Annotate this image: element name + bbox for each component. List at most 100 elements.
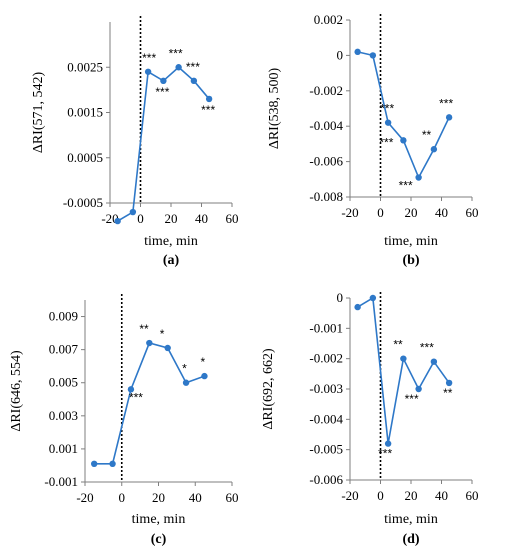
data-point (415, 385, 422, 393)
x-tick-label: -20 (341, 205, 358, 220)
y-tick-label: -0.003 (309, 381, 343, 396)
data-point (384, 119, 392, 126)
y-axis-label: ΔRI(646, 554) (9, 350, 24, 432)
data-point (144, 68, 152, 75)
y-tick-label: 0.0005 (67, 150, 103, 165)
y-tick-label: 0.007 (49, 342, 79, 357)
data-point (400, 137, 407, 144)
y-tick-label: -0.001 (309, 320, 343, 335)
significance-label: * (200, 355, 205, 369)
x-tick-label: -20 (76, 490, 93, 505)
series-line (94, 342, 205, 465)
x-axis-label: time, min (144, 234, 198, 249)
data-point (430, 358, 438, 365)
panel-caption: (c) (151, 532, 167, 547)
data-point (354, 48, 361, 56)
data-point (109, 460, 116, 467)
y-tick-label: 0 (337, 290, 344, 305)
y-tick-label: 0.0025 (67, 59, 103, 74)
significance-label: *** (399, 179, 413, 193)
y-tick-label: -0.001 (44, 474, 78, 489)
x-tick-label: 20 (152, 490, 165, 505)
y-tick-label: 0.001 (49, 441, 78, 456)
x-tick-label: 40 (189, 490, 202, 505)
data-point (445, 114, 453, 121)
data-point (354, 303, 361, 311)
significance-label: *** (420, 341, 434, 355)
x-tick-label: 60 (466, 488, 479, 503)
significance-label: *** (379, 135, 393, 149)
significance-label: *** (186, 60, 200, 74)
data-point (182, 379, 190, 386)
data-point (160, 77, 167, 85)
data-point (369, 52, 377, 59)
x-tick-label: -20 (341, 488, 358, 503)
x-tick-label: 20 (405, 488, 418, 503)
significance-label: *** (129, 390, 143, 404)
y-axis-label: ΔRI(538, 500) (267, 67, 282, 149)
x-tick-label: 40 (435, 488, 448, 503)
y-tick-label: 0.003 (49, 408, 78, 423)
y-tick-label: -0.004 (309, 411, 343, 426)
x-tick-label: 40 (195, 211, 208, 226)
data-point (164, 344, 171, 352)
data-point (201, 372, 208, 380)
x-tick-label: 60 (226, 211, 239, 226)
data-point (445, 379, 453, 387)
y-tick-label: -0.0005 (63, 195, 103, 210)
data-point (146, 339, 153, 347)
data-point (415, 174, 422, 181)
x-tick-label: 60 (226, 490, 239, 505)
x-tick-label: 20 (405, 205, 418, 220)
significance-label: * (160, 327, 165, 341)
y-tick-label: -0.005 (309, 442, 343, 457)
data-point (430, 146, 438, 153)
y-tick-label: 0.005 (49, 375, 78, 390)
series-line (357, 296, 450, 444)
significance-label: * (182, 362, 187, 376)
panel-b: -0.008 -0.006 -0.004 -0.002 0 0.002 -20 0 20 40 60… (267, 12, 479, 268)
y-tick-label: -0.002 (309, 351, 343, 366)
panel-c: -0.001 0.001 0.003 0.005 0.007 0.009 -20 0 20 40 6… (9, 294, 239, 547)
x-tick-label: 0 (137, 211, 144, 226)
x-tick-label: 0 (377, 205, 384, 220)
significance-label: *** (378, 447, 392, 461)
y-tick-label: 0.009 (49, 309, 78, 324)
x-tick-label: 20 (165, 211, 178, 226)
data-point (190, 77, 198, 85)
significance-label: *** (155, 85, 169, 99)
y-tick-label: 0.002 (314, 12, 343, 27)
significance-label: *** (169, 46, 183, 60)
y-axis-label: ΔRI(571, 542) (31, 71, 46, 153)
y-tick-label: -0.008 (309, 189, 343, 204)
significance-label: *** (142, 51, 156, 65)
significance-label: *** (439, 96, 453, 110)
data-point (90, 460, 98, 467)
x-axis-label: time, min (132, 512, 186, 527)
data-point (384, 440, 392, 447)
y-tick-label: -0.002 (309, 83, 343, 98)
data-point (369, 294, 377, 302)
series-line (357, 51, 450, 180)
data-point (175, 64, 182, 71)
significance-label: *** (201, 103, 215, 117)
significance-label: *** (380, 102, 394, 116)
panel-caption: (b) (402, 253, 419, 268)
x-axis-label: time, min (384, 234, 438, 249)
x-axis-label: time, min (384, 512, 438, 527)
data-point (114, 217, 121, 225)
data-point (400, 355, 407, 362)
panel-caption: (a) (163, 253, 180, 268)
x-tick-label: -20 (101, 211, 118, 226)
significance-label: ** (422, 128, 432, 142)
y-axis-label: ΔRI(692, 662) (261, 348, 276, 430)
data-point (129, 208, 137, 216)
data-point (127, 386, 135, 393)
significance-label: ** (443, 386, 453, 400)
y-tick-label: -0.006 (309, 154, 343, 169)
y-tick-label: -0.004 (309, 118, 343, 133)
y-tick-label: 0 (337, 47, 344, 62)
panel-caption: (d) (402, 532, 419, 547)
